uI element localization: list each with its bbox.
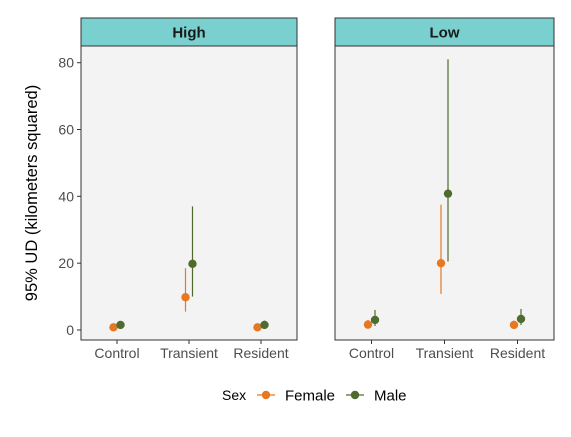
panel-background-high <box>80 45 298 341</box>
legend-label-male: Male <box>374 388 407 405</box>
legend-title: Sex <box>222 387 246 403</box>
x-tick-label: Transient <box>416 345 474 361</box>
x-tick-label: Control <box>349 345 394 361</box>
panel-strip-low <box>334 17 555 47</box>
x-tick-label: Resident <box>233 345 288 361</box>
x-tick-label: Transient <box>160 345 218 361</box>
legend-key-point-female <box>261 390 271 400</box>
point-female <box>436 258 446 268</box>
point-male <box>188 259 197 269</box>
y-tick-label: 60 <box>58 122 74 138</box>
x-tick-label: Control <box>94 345 139 361</box>
point-female <box>109 323 118 332</box>
panel-title: Low <box>430 25 460 42</box>
point-female <box>181 293 190 302</box>
point-female <box>363 320 373 329</box>
point-male <box>370 315 380 325</box>
point-male <box>443 189 453 198</box>
y-tick-label: 0 <box>66 322 74 338</box>
point-female <box>509 320 519 330</box>
y-tick-label: 40 <box>58 188 74 204</box>
panel-title: High <box>172 25 205 42</box>
y-tick-label: 80 <box>58 55 74 71</box>
point-female <box>253 323 262 332</box>
point-male <box>260 320 269 330</box>
legend-label-female: Female <box>285 388 335 405</box>
legend-key-point-male <box>350 390 360 400</box>
x-tick-label: Resident <box>490 345 545 361</box>
y-axis-label: 95% UD (kilometers squared) <box>23 85 41 301</box>
point-male <box>516 314 526 324</box>
y-tick-label: 20 <box>58 255 74 271</box>
panel-strip-high <box>80 17 298 47</box>
point-male <box>116 320 125 330</box>
